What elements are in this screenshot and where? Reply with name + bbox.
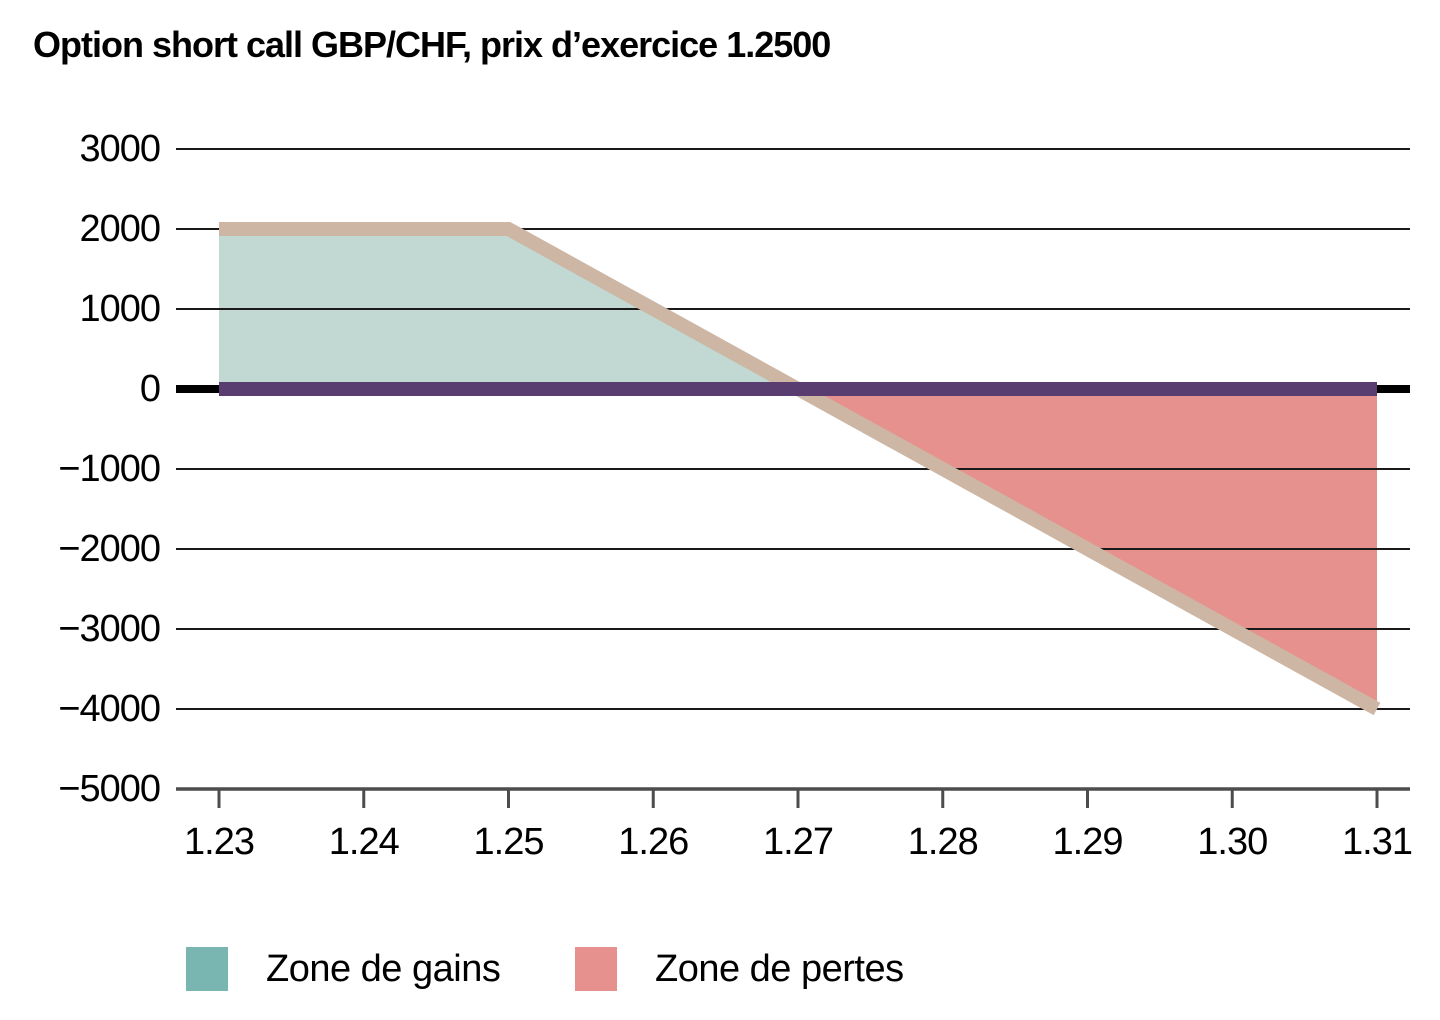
pertes-legend-label: Zone de pertes: [655, 947, 904, 990]
x-tick-label: 1.23: [184, 821, 255, 863]
y-tick-label: −2000: [58, 527, 161, 570]
x-tick-label: 1.30: [1197, 821, 1268, 863]
y-tick-label: −5000: [58, 767, 161, 810]
x-tick-label: 1.29: [1052, 821, 1124, 863]
legend-item-gains: Zone de gains: [186, 947, 501, 991]
x-tick-label: 1.28: [907, 821, 979, 863]
legend-item-pertes: Zone de pertes: [575, 947, 904, 991]
x-tick-label: 1.25: [473, 821, 545, 863]
x-tick-label: 1.26: [618, 821, 689, 863]
y-tick-label: −1000: [58, 447, 161, 490]
gains-swatch: [186, 947, 228, 991]
y-tick-label: 2000: [79, 207, 161, 250]
y-tick-label: 3000: [79, 127, 161, 170]
x-tick-label: 1.24: [328, 821, 400, 863]
pertes-swatch: [575, 947, 617, 991]
x-tick-label: 1.27: [763, 821, 834, 863]
legend: Zone de gains Zone de pertes: [0, 947, 1440, 997]
y-tick-label: 0: [139, 367, 161, 410]
y-tick-label: 1000: [79, 287, 161, 330]
gains-legend-label: Zone de gains: [266, 947, 501, 990]
y-tick-label: −3000: [58, 607, 161, 650]
payoff-line: [219, 222, 1381, 716]
x-tick-label: 1.31: [1342, 821, 1413, 863]
chart-title: Option short call GBP/CHF, prix d’exerci…: [33, 24, 831, 65]
y-tick-label: −4000: [58, 687, 161, 730]
